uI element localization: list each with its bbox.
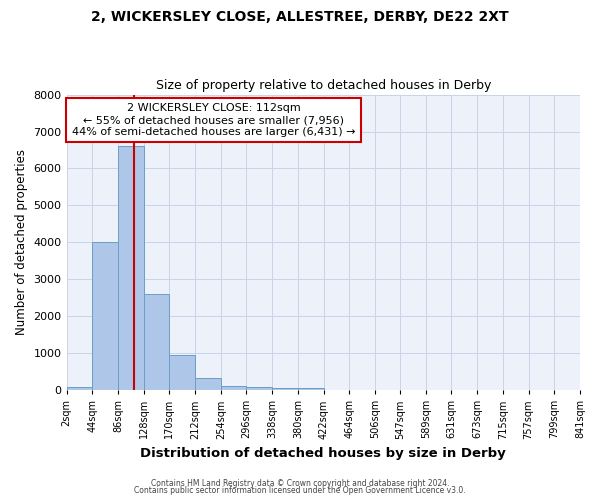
Text: Contains public sector information licensed under the Open Government Licence v3: Contains public sector information licen… <box>134 486 466 495</box>
Bar <box>298 388 323 390</box>
X-axis label: Distribution of detached houses by size in Derby: Distribution of detached houses by size … <box>140 447 506 460</box>
Bar <box>92 242 118 390</box>
Bar <box>247 387 272 390</box>
Title: Size of property relative to detached houses in Derby: Size of property relative to detached ho… <box>155 79 491 92</box>
Bar <box>272 388 298 390</box>
Bar <box>195 378 221 390</box>
Y-axis label: Number of detached properties: Number of detached properties <box>15 150 28 336</box>
Bar <box>143 294 169 390</box>
Text: 2, WICKERSLEY CLOSE, ALLESTREE, DERBY, DE22 2XT: 2, WICKERSLEY CLOSE, ALLESTREE, DERBY, D… <box>91 10 509 24</box>
Text: Contains HM Land Registry data © Crown copyright and database right 2024.: Contains HM Land Registry data © Crown c… <box>151 478 449 488</box>
Text: 2 WICKERSLEY CLOSE: 112sqm
← 55% of detached houses are smaller (7,956)
44% of s: 2 WICKERSLEY CLOSE: 112sqm ← 55% of deta… <box>71 104 355 136</box>
Bar <box>67 387 92 390</box>
Bar <box>169 355 195 390</box>
Bar <box>221 386 247 390</box>
Bar <box>118 146 143 390</box>
